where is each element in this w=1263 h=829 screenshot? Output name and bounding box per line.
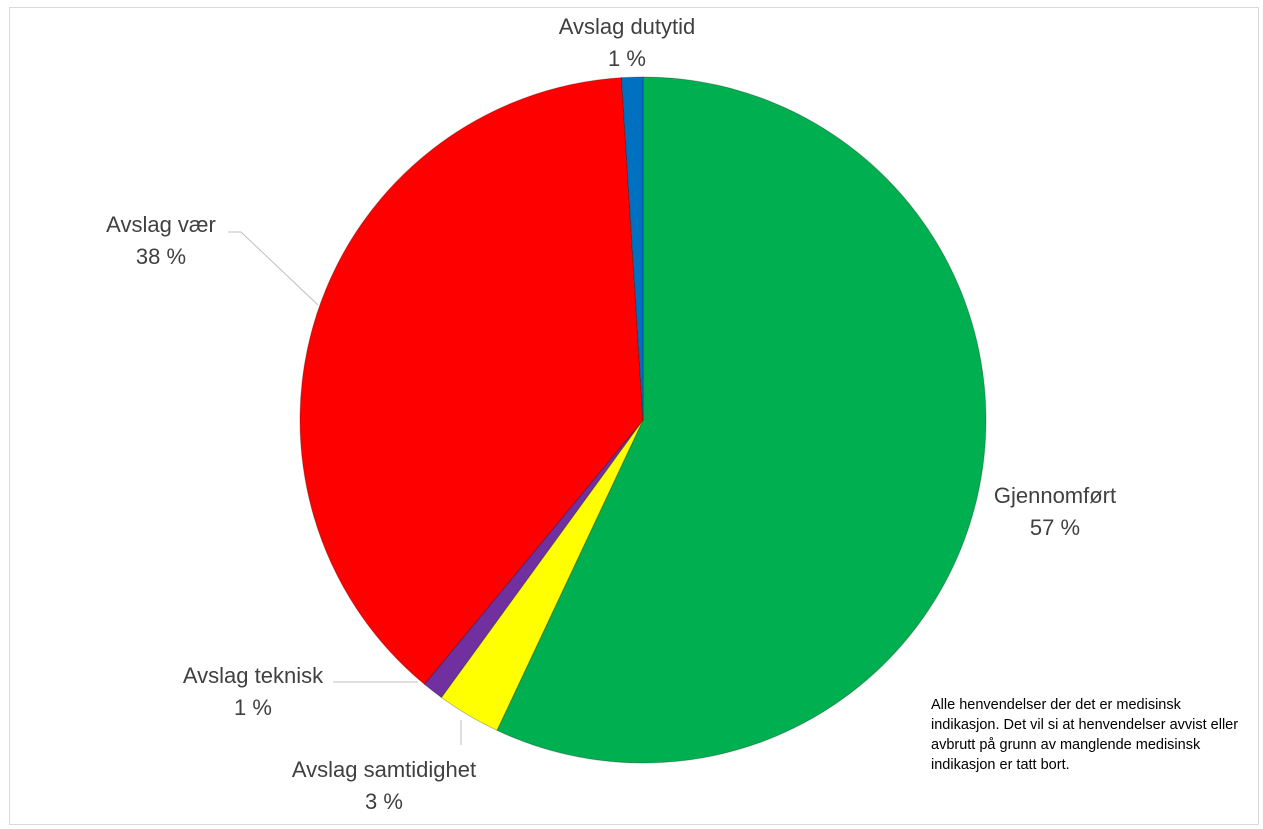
label-vaer-value: 38 % — [136, 244, 186, 269]
pie-slices — [299, 76, 987, 764]
label-samtidighet-name: Avslag samtidighet — [292, 757, 476, 782]
leader-line-vaer — [228, 231, 319, 306]
slice-avslag-samtidighet — [440, 419, 644, 732]
label-vaer-name: Avslag vær — [106, 212, 216, 237]
leader-lines — [228, 231, 462, 745]
label-samtidighet-value: 3 % — [365, 789, 403, 814]
label-gjennomfort-name: Gjennomført — [994, 483, 1116, 508]
slice-avslag-dutytid — [620, 76, 644, 421]
chart-note: Alle henvendelser der det er medisinsk i… — [931, 697, 1239, 773]
label-dutytid-name: Avslag dutytid — [559, 14, 696, 39]
label-gjennomfort-value: 57 % — [1030, 515, 1080, 540]
slice-avslag-vaer — [299, 77, 644, 685]
label-dutytid-value: 1 % — [608, 46, 646, 71]
label-teknisk-value: 1 % — [234, 695, 272, 720]
slice-gjennomfort — [496, 76, 987, 764]
slice-labels: Gjennomført 57 % Avslag samtidighet 3 % … — [106, 14, 1116, 814]
slice-avslag-teknisk — [423, 419, 644, 699]
label-teknisk-name: Avslag teknisk — [183, 663, 324, 688]
